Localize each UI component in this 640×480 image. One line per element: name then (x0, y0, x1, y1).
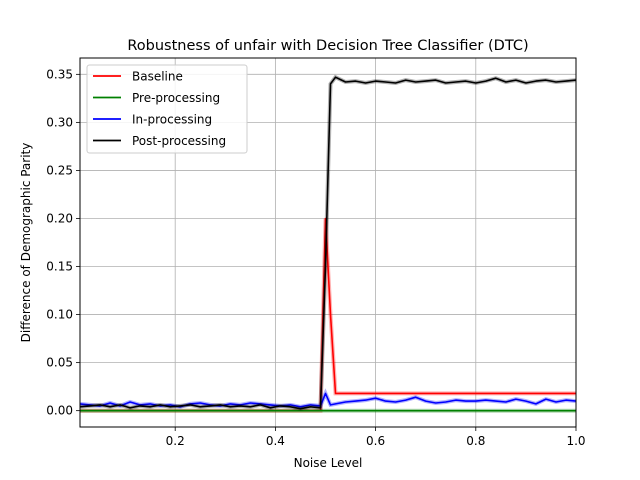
y-tick-label: 0.25 (46, 163, 73, 177)
legend-label-baseline: Baseline (132, 70, 183, 84)
x-tick-label: 0.4 (266, 434, 285, 448)
ticks: 0.2 0.4 0.6 0.8 1.0 0.00 0.05 0.10 0.15 0.20 0.25 0… (46, 67, 585, 448)
x-tick-label: 0.2 (166, 434, 185, 448)
y-tick-label: 0.00 (46, 404, 73, 418)
x-tick-label: 0.6 (366, 434, 385, 448)
series-line-post-processing (79, 76, 577, 410)
x-tick-label: 0.8 (466, 434, 485, 448)
legend-label-post-processing: Post-processing (132, 134, 226, 148)
y-tick-label: 0.30 (46, 115, 73, 129)
x-tick-label: 1.0 (566, 434, 585, 448)
y-tick-label: 0.10 (46, 308, 73, 322)
legend-box (86, 64, 248, 154)
plot-frame (79, 57, 577, 428)
legend: Baseline Pre-processing In-processing Post-… (86, 64, 248, 154)
x-axis-label: Noise Level (294, 456, 363, 470)
series-layer (79, 74, 577, 413)
chart-title: Robustness of unfair with Decision Tree … (127, 38, 528, 54)
legend-label-pre-processing: Pre-processing (132, 91, 220, 105)
legend-label-in-processing: In-processing (132, 113, 212, 127)
y-tick-label: 0.35 (46, 67, 73, 81)
y-axis-label: Difference of Demographic Parity (19, 143, 33, 343)
y-tick-label: 0.15 (46, 260, 73, 274)
y-tick-label: 0.05 (46, 356, 73, 370)
y-tick-label: 0.20 (46, 211, 73, 225)
